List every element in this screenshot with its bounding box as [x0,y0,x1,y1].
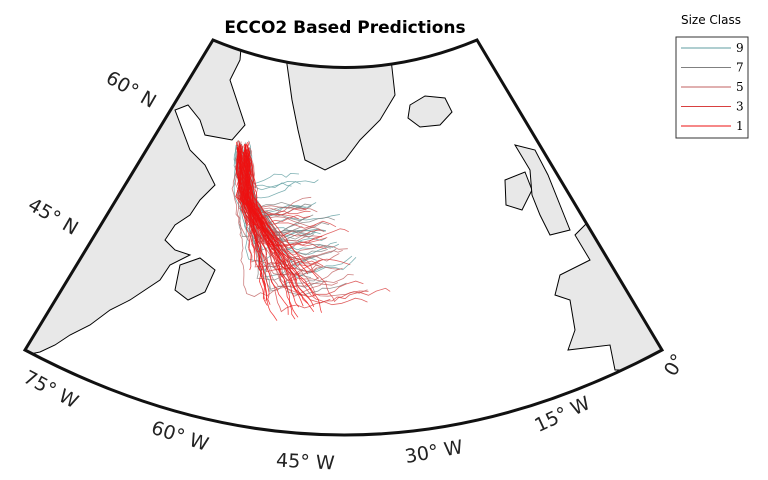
lon-label: 60° W [149,417,212,456]
legend-label: 7 [736,61,744,75]
great-britain [513,144,571,236]
lon-label: 30° W [403,436,465,468]
legend-label: 5 [736,80,744,94]
trajectory [236,141,264,243]
title: ECCO2 Based Predictions [224,18,465,38]
lon-label: 0° [660,350,690,380]
legend-label: 9 [736,41,744,55]
newfoundland [174,257,216,301]
trajectory [237,145,322,313]
map-frame [22,38,665,437]
greenland [284,49,396,171]
trajectory [245,157,289,258]
trajectory [240,153,308,304]
legend: 9 7 5 3 1 [681,41,744,133]
trajectories [231,140,391,321]
lat-label: 60° N [102,67,160,113]
trajectory [239,152,265,288]
iceland [407,95,453,128]
ireland [504,171,533,211]
trajectory [236,154,284,268]
legend-label: 3 [736,100,744,114]
legend-title: Size Class [681,13,741,27]
trajectory [242,151,256,253]
legend-label: 1 [736,119,744,133]
lat-label: 45° N [24,194,82,240]
lon-label: 45° W [276,449,336,474]
